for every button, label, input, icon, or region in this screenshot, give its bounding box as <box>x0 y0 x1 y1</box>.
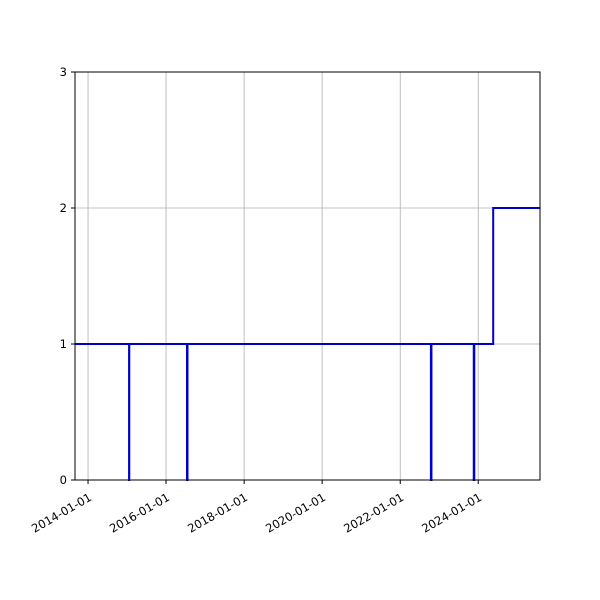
axes-frame <box>74 71 541 481</box>
x-tick-label: 2018-01-01 <box>185 490 250 536</box>
x-tick-label: 2014-01-01 <box>29 490 94 536</box>
x-tick-label: 2020-01-01 <box>263 490 328 536</box>
series-line <box>75 207 540 481</box>
y-tick-label: 3 <box>60 65 67 79</box>
x-tick-label: 2022-01-01 <box>341 490 406 536</box>
x-tick-label: 2024-01-01 <box>419 490 484 536</box>
x-tick-label: 2016-01-01 <box>107 490 172 536</box>
series-layer <box>75 207 540 481</box>
y-axis: 0 1 2 3 <box>60 65 75 487</box>
y-tick-label: 1 <box>60 337 67 351</box>
y-tick-label: 2 <box>60 201 67 215</box>
x-axis: 2014-01-01 2016-01-01 2018-01-01 2020-01-01… <box>29 480 484 536</box>
plot-background <box>75 72 540 480</box>
y-tick-label: 0 <box>60 473 67 487</box>
